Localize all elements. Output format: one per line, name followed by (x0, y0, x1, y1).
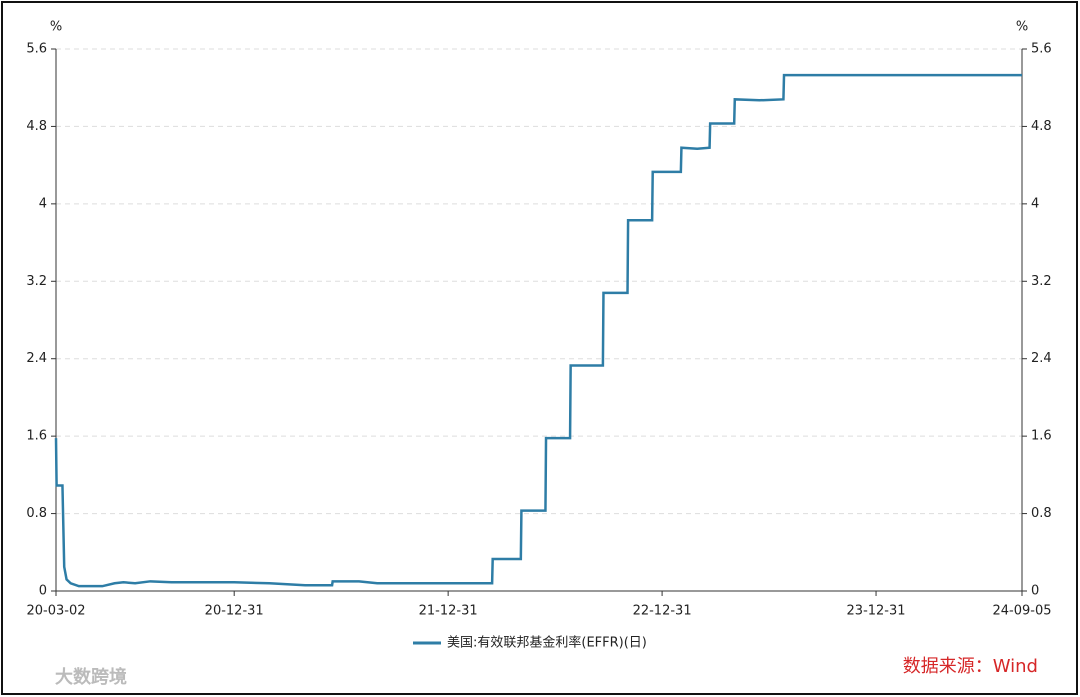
y-tick-label-right: 4 (1031, 196, 1039, 211)
y-tick-label-left: 4.8 (26, 119, 47, 134)
y-tick-label-left: 2.4 (26, 351, 47, 366)
y-tick-label-left: 4 (39, 196, 47, 211)
x-tick-label: 23-12-31 (847, 604, 906, 619)
legend-label: 美国:有效联邦基金利率(EFFR)(日) (447, 635, 647, 651)
y-tick-label-left: 1.6 (26, 429, 47, 444)
y-tick-label-left: 0 (39, 584, 47, 599)
x-tick-label: 22-12-31 (633, 604, 692, 619)
y-tick-label-right: 3.2 (1031, 274, 1052, 289)
series-line (54, 73, 1022, 588)
y-unit-left: % (50, 20, 62, 35)
x-tick-label: 20-03-02 (26, 604, 85, 619)
y-tick-label-left: 5.6 (26, 42, 47, 57)
y-tick-label-right: 4.8 (1031, 119, 1052, 134)
y-tick-label-right: 1.6 (1031, 429, 1052, 444)
source: 数据来源：Wind (903, 656, 1038, 677)
x-tick-label: 21-12-31 (419, 604, 478, 619)
y-tick-label-right: 0.8 (1031, 506, 1052, 521)
x-tick-label: 20-12-31 (205, 604, 264, 619)
y-tick-label-left: 0.8 (26, 506, 47, 521)
y-tick-label-right: 2.4 (1031, 351, 1052, 366)
watermark: 大数跨境 (55, 666, 127, 688)
y-unit-right: % (1016, 20, 1028, 35)
y-tick-label-right: 0 (1031, 584, 1039, 599)
x-tick-label: 24-09-05 (992, 604, 1051, 619)
y-tick-label-right: 5.6 (1031, 42, 1052, 57)
y-tick-label-left: 3.2 (26, 274, 47, 289)
